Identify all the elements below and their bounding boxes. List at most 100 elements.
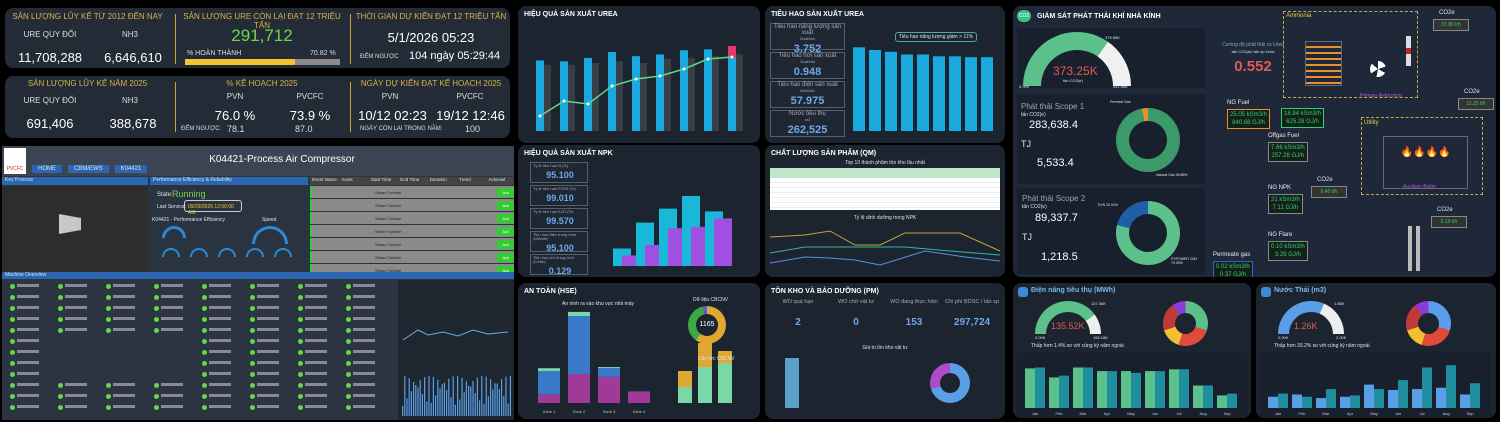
machine-status-dot[interactable] (202, 328, 207, 333)
machine-status-dot[interactable] (10, 361, 15, 366)
tab-home[interactable]: HOME (32, 165, 62, 173)
machine-status-dot[interactable] (202, 405, 207, 410)
machine-status-dot[interactable] (250, 306, 255, 311)
machine-status-dot[interactable] (346, 394, 351, 399)
machine-status-dot[interactable] (10, 317, 15, 322)
machine-status-dot[interactable] (58, 317, 63, 322)
machine-status-dot[interactable] (106, 284, 111, 289)
machine-status-dot[interactable] (58, 394, 63, 399)
ack-button[interactable]: Ack (497, 252, 514, 262)
machine-status-dot[interactable] (298, 284, 303, 289)
machine-status-dot[interactable] (250, 372, 255, 377)
machine-status-dot[interactable] (154, 295, 159, 300)
machine-status-dot[interactable] (58, 405, 63, 410)
ack-button[interactable]: Ack (497, 226, 514, 236)
machine-status-dot[interactable] (298, 339, 303, 344)
machine-status-dot[interactable] (250, 339, 255, 344)
event-row[interactable]: Steam Turbine Ack (310, 199, 514, 211)
machine-status-dot[interactable] (298, 361, 303, 366)
machine-status-dot[interactable] (106, 306, 111, 311)
machine-status-dot[interactable] (10, 372, 15, 377)
tab-k04421[interactable]: K04421 (114, 165, 148, 173)
machine-status-dot[interactable] (202, 295, 207, 300)
machine-status-dot[interactable] (298, 383, 303, 388)
machine-status-dot[interactable] (154, 306, 159, 311)
ack-button[interactable]: Ack (497, 213, 514, 223)
machine-status-dot[interactable] (106, 394, 111, 399)
tab-cbmews[interactable]: CBM/EWS (68, 165, 109, 173)
machine-status-dot[interactable] (346, 328, 351, 333)
machine-status-dot[interactable] (346, 350, 351, 355)
machine-status-dot[interactable] (346, 339, 351, 344)
machine-status-dot[interactable] (250, 317, 255, 322)
machine-status-dot[interactable] (202, 284, 207, 289)
machine-status-dot[interactable] (58, 295, 63, 300)
event-row[interactable]: Steam Turbine Ack (310, 212, 514, 224)
machine-status-dot[interactable] (250, 350, 255, 355)
machine-status-dot[interactable] (154, 284, 159, 289)
machine-status-dot[interactable] (10, 306, 15, 311)
machine-status-dot[interactable] (10, 350, 15, 355)
ack-button[interactable]: Ack (497, 239, 514, 249)
machine-status-dot[interactable] (202, 306, 207, 311)
machine-status-dot[interactable] (346, 361, 351, 366)
machine-status-dot[interactable] (202, 361, 207, 366)
machine-status-dot[interactable] (10, 405, 15, 410)
machine-status-dot[interactable] (154, 317, 159, 322)
machine-status-dot[interactable] (106, 317, 111, 322)
machine-status-dot[interactable] (10, 394, 15, 399)
machine-status-dot[interactable] (10, 339, 15, 344)
machine-status-dot[interactable] (202, 372, 207, 377)
machine-status-dot[interactable] (298, 317, 303, 322)
machine-status-dot[interactable] (346, 372, 351, 377)
machine-status-dot[interactable] (58, 328, 63, 333)
machine-status-dot[interactable] (298, 394, 303, 399)
machine-status-dot[interactable] (250, 361, 255, 366)
event-row[interactable]: Steam Turbine Ack (310, 238, 514, 250)
machine-status-dot[interactable] (346, 295, 351, 300)
last-service-field[interactable]: 09/29/2025 12:00:00 AM (184, 200, 242, 216)
machine-status-dot[interactable] (298, 372, 303, 377)
machine-status-dot[interactable] (202, 383, 207, 388)
machine-status-dot[interactable] (202, 339, 207, 344)
machine-status-dot[interactable] (202, 394, 207, 399)
event-row[interactable]: Steam Turbine Ack (310, 251, 514, 263)
machine-status-dot[interactable] (58, 306, 63, 311)
machine-status-dot[interactable] (106, 328, 111, 333)
machine-status-dot[interactable] (58, 383, 63, 388)
machine-status-dot[interactable] (106, 383, 111, 388)
machine-status-dot[interactable] (250, 284, 255, 289)
machine-status-dot[interactable] (298, 350, 303, 355)
machine-status-dot[interactable] (250, 405, 255, 410)
machine-status-dot[interactable] (202, 350, 207, 355)
machine-status-dot[interactable] (346, 306, 351, 311)
machine-status-dot[interactable] (10, 295, 15, 300)
machine-status-dot[interactable] (106, 405, 111, 410)
machine-status-dot[interactable] (250, 383, 255, 388)
machine-status-dot[interactable] (298, 405, 303, 410)
machine-status-dot[interactable] (10, 328, 15, 333)
machine-status-dot[interactable] (58, 284, 63, 289)
machine-status-dot[interactable] (154, 394, 159, 399)
machine-status-dot[interactable] (346, 317, 351, 322)
ack-button[interactable]: Ack (497, 187, 514, 197)
machine-status-dot[interactable] (346, 284, 351, 289)
machine-status-dot[interactable] (202, 317, 207, 322)
machine-status-dot[interactable] (346, 383, 351, 388)
event-row[interactable]: Steam Turbine Ack (310, 225, 514, 237)
machine-status-dot[interactable] (10, 383, 15, 388)
event-row[interactable]: Steam Turbine Ack (310, 186, 514, 198)
machine-status-dot[interactable] (10, 284, 15, 289)
machine-status-dot[interactable] (250, 295, 255, 300)
ack-button[interactable]: Ack (497, 265, 514, 275)
machine-status-dot[interactable] (154, 328, 159, 333)
machine-status-dot[interactable] (106, 295, 111, 300)
ack-button[interactable]: Ack (497, 200, 514, 210)
machine-status-dot[interactable] (298, 328, 303, 333)
machine-status-dot[interactable] (250, 394, 255, 399)
machine-status-dot[interactable] (298, 306, 303, 311)
machine-status-dot[interactable] (154, 405, 159, 410)
machine-status-dot[interactable] (250, 328, 255, 333)
machine-status-dot[interactable] (154, 383, 159, 388)
machine-status-dot[interactable] (298, 295, 303, 300)
